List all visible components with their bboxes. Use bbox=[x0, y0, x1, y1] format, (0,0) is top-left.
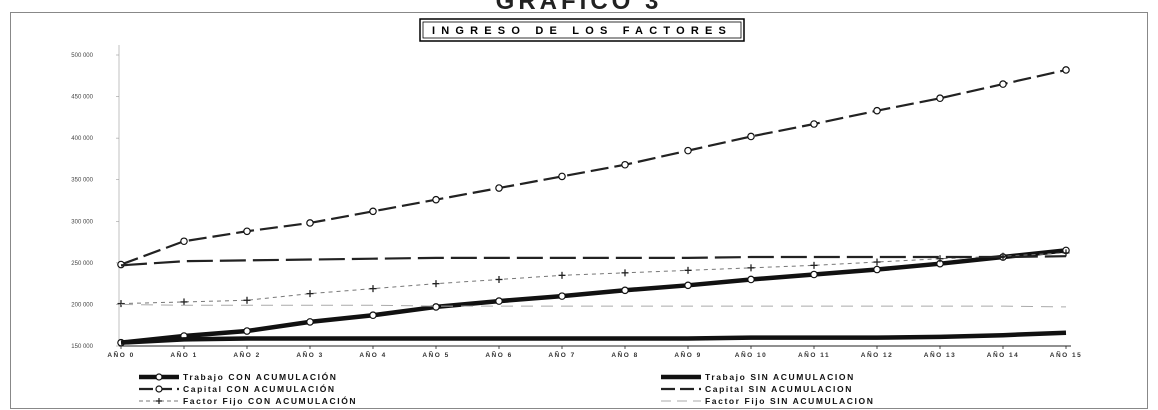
legend-item: Factor Fijo CON ACUMULACIÓN bbox=[139, 395, 357, 406]
y-tick-label: 250 000 bbox=[71, 261, 93, 267]
data-point bbox=[747, 264, 755, 272]
y-tick-label: 350 000 bbox=[71, 178, 93, 184]
data-point bbox=[495, 275, 503, 283]
series-line-4 bbox=[120, 330, 1067, 345]
x-tick-label: AÑO 1 bbox=[170, 350, 197, 359]
data-point bbox=[621, 160, 629, 169]
data-point bbox=[810, 120, 818, 128]
y-tick-label: 400 000 bbox=[71, 136, 93, 142]
y-tick-label: 450 000 bbox=[71, 95, 93, 101]
data-point bbox=[621, 269, 629, 277]
x-tick-label: AÑO 9 bbox=[674, 350, 701, 359]
data-point bbox=[243, 227, 251, 236]
x-tick-label: AÑO 12 bbox=[861, 350, 893, 359]
legend-item: Capital CON ACUMULACIÓN bbox=[139, 383, 336, 394]
chart-title: INGRESO DE LOS FACTORES bbox=[432, 25, 732, 37]
x-tick-label: AÑO 15 bbox=[1050, 350, 1082, 359]
x-tick-label: AÑO 11 bbox=[798, 350, 830, 359]
legend-label: Factor Fijo SIN ACUMULACION bbox=[705, 396, 874, 406]
y-tick-label: 500 000 bbox=[71, 53, 93, 59]
data-point bbox=[243, 296, 251, 304]
data-point bbox=[747, 275, 755, 284]
data-point bbox=[180, 237, 188, 246]
legend-item: Capital SIN ACUMULACION bbox=[661, 384, 853, 394]
data-point bbox=[684, 146, 692, 155]
data-point bbox=[1062, 66, 1070, 74]
data-point bbox=[558, 292, 566, 300]
data-point bbox=[621, 286, 629, 295]
data-point bbox=[117, 300, 125, 308]
y-tick-label: 150 000 bbox=[71, 344, 93, 350]
y-axis-ticks: 150 000 200 000 250 000 300 000 350 000 400 0… bbox=[71, 53, 119, 350]
x-tick-label: AÑO 7 bbox=[548, 350, 575, 359]
data-point bbox=[306, 318, 314, 326]
chart-svg: INGRESO DE LOS FACTORES 150 000 200 000 25… bbox=[71, 18, 1082, 406]
legend-label: Factor Fijo CON ACUMULACIÓN bbox=[183, 395, 357, 406]
x-tick-label: AÑO 4 bbox=[359, 350, 386, 359]
data-point bbox=[936, 94, 944, 103]
data-point bbox=[558, 172, 566, 181]
series-line-2 bbox=[120, 68, 1067, 266]
y-tick-label: 300 000 bbox=[71, 219, 93, 225]
page-heading: GRAFICO 3 bbox=[495, 0, 663, 15]
series-line-1 bbox=[120, 248, 1067, 345]
series-group bbox=[117, 66, 1070, 347]
x-tick-label: AÑO 3 bbox=[296, 350, 323, 359]
data-point bbox=[306, 219, 314, 227]
legend-label: Capital CON ACUMULACIÓN bbox=[183, 383, 336, 394]
data-point bbox=[810, 261, 818, 269]
legend-label: Trabajo CON ACUMULACIÓN bbox=[183, 371, 338, 382]
data-point bbox=[1062, 249, 1070, 257]
data-point bbox=[873, 106, 881, 115]
data-point bbox=[684, 281, 692, 290]
data-point bbox=[495, 297, 503, 305]
x-axis-ticks: AÑO 0 AÑO 1 AÑO 2 AÑO 3 AÑO 4 AÑO 5 AÑO 6 AÑO 7… bbox=[107, 346, 1082, 359]
data-point bbox=[432, 303, 440, 311]
data-point bbox=[180, 298, 188, 306]
data-point bbox=[810, 270, 818, 279]
data-point bbox=[684, 266, 692, 274]
x-tick-label: AÑO 10 bbox=[735, 350, 767, 359]
x-tick-label: AÑO 2 bbox=[233, 350, 260, 359]
data-point bbox=[495, 184, 503, 192]
legend-label: Capital SIN ACUMULACION bbox=[705, 384, 853, 394]
legend-label: Trabajo SIN ACUMULACION bbox=[705, 372, 855, 382]
legend-item: Trabajo CON ACUMULACIÓN bbox=[139, 371, 338, 382]
data-point bbox=[369, 285, 377, 293]
legend-item: Trabajo SIN ACUMULACION bbox=[661, 372, 855, 382]
series-line-6 bbox=[120, 303, 1067, 308]
data-point bbox=[432, 195, 440, 204]
data-point bbox=[873, 258, 881, 266]
x-tick-label: AÑO 13 bbox=[924, 350, 956, 359]
x-tick-label: AÑO 5 bbox=[422, 350, 449, 359]
series-line-3 bbox=[120, 252, 1067, 305]
y-tick-label: 200 000 bbox=[71, 302, 93, 308]
data-point bbox=[558, 271, 566, 279]
data-point bbox=[369, 311, 377, 320]
data-point bbox=[306, 290, 314, 298]
data-point bbox=[369, 207, 377, 216]
x-tick-label: AÑO 0 bbox=[107, 350, 134, 359]
data-point bbox=[432, 280, 440, 288]
x-tick-label: AÑO 6 bbox=[485, 350, 512, 359]
legend-item: Factor Fijo SIN ACUMULACION bbox=[661, 396, 874, 406]
data-point bbox=[243, 327, 251, 335]
series-line-5 bbox=[120, 255, 1067, 267]
data-point bbox=[747, 132, 755, 141]
data-point bbox=[873, 265, 881, 274]
axes bbox=[118, 45, 1071, 347]
data-point bbox=[999, 80, 1007, 88]
chart-title-box: INGRESO DE LOS FACTORES bbox=[419, 18, 745, 42]
x-tick-label: AÑO 14 bbox=[987, 350, 1019, 359]
x-tick-label: AÑO 8 bbox=[611, 350, 638, 359]
chart-frame: INGRESO DE LOS FACTORES 150 000 200 000 25… bbox=[10, 12, 1148, 409]
data-point bbox=[936, 255, 944, 263]
